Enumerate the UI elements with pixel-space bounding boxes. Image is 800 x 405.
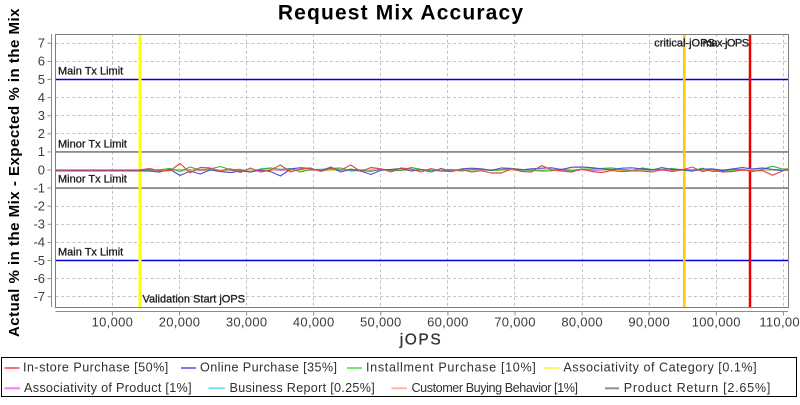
svg-text:Product Return [2.65%]: Product Return [2.65%]	[624, 381, 771, 395]
svg-text:Associativity of Category [0.1: Associativity of Category [0.1%]	[563, 361, 757, 375]
svg-text:20,000: 20,000	[159, 315, 201, 330]
svg-text:70,000: 70,000	[494, 315, 536, 330]
svg-text:50,000: 50,000	[360, 315, 402, 330]
svg-text:-6: -6	[33, 271, 45, 286]
svg-text:Customer Buying Behavior [1%]: Customer Buying Behavior [1%]	[412, 381, 578, 395]
svg-text:5: 5	[38, 72, 45, 87]
svg-text:30,000: 30,000	[226, 315, 268, 330]
svg-text:-7: -7	[33, 289, 45, 304]
svg-text:max-jOPS: max-jOPS	[703, 38, 749, 50]
svg-text:Online Purchase [35%]: Online Purchase [35%]	[200, 361, 337, 375]
svg-text:4: 4	[38, 90, 45, 105]
svg-text:jOPS: jOPS	[399, 332, 443, 349]
svg-text:Installment Purchase [10%]: Installment Purchase [10%]	[366, 361, 536, 375]
svg-text:110,000: 110,000	[759, 315, 800, 330]
svg-text:6: 6	[38, 54, 45, 69]
svg-text:Minor Tx Limit: Minor Tx Limit	[58, 139, 127, 151]
svg-text:In-store Purchase [50%]: In-store Purchase [50%]	[23, 361, 169, 375]
svg-text:Actual % in the Mix - Expected: Actual % in the Mix - Expected % in the …	[6, 8, 23, 337]
svg-text:0: 0	[38, 162, 45, 177]
svg-text:80,000: 80,000	[561, 315, 603, 330]
svg-text:-2: -2	[33, 199, 45, 214]
svg-text:3: 3	[38, 108, 45, 123]
svg-text:7: 7	[38, 36, 45, 51]
svg-text:40,000: 40,000	[293, 315, 335, 330]
svg-text:Main Tx Limit: Main Tx Limit	[58, 247, 123, 259]
svg-text:-1: -1	[33, 180, 45, 195]
svg-text:Main Tx Limit: Main Tx Limit	[58, 66, 123, 78]
svg-text:Validation Start jOPS: Validation Start jOPS	[143, 294, 246, 306]
svg-text:100,000: 100,000	[692, 315, 741, 330]
svg-text:90,000: 90,000	[628, 315, 670, 330]
svg-text:critical-jOPS: critical-jOPS	[654, 38, 715, 50]
svg-text:-3: -3	[33, 217, 45, 232]
svg-text:-5: -5	[33, 253, 45, 268]
svg-text:Request Mix Accuracy: Request Mix Accuracy	[278, 2, 524, 25]
svg-text:2: 2	[38, 126, 45, 141]
svg-text:-4: -4	[33, 235, 45, 250]
svg-text:60,000: 60,000	[427, 315, 469, 330]
svg-text:Minor Tx Limit: Minor Tx Limit	[58, 174, 127, 186]
svg-text:10,000: 10,000	[92, 315, 134, 330]
svg-text:Business Report [0.25%]: Business Report [0.25%]	[230, 381, 376, 395]
svg-text:1: 1	[38, 144, 45, 159]
svg-text:Associativity of Product [1%]: Associativity of Product [1%]	[24, 381, 192, 395]
